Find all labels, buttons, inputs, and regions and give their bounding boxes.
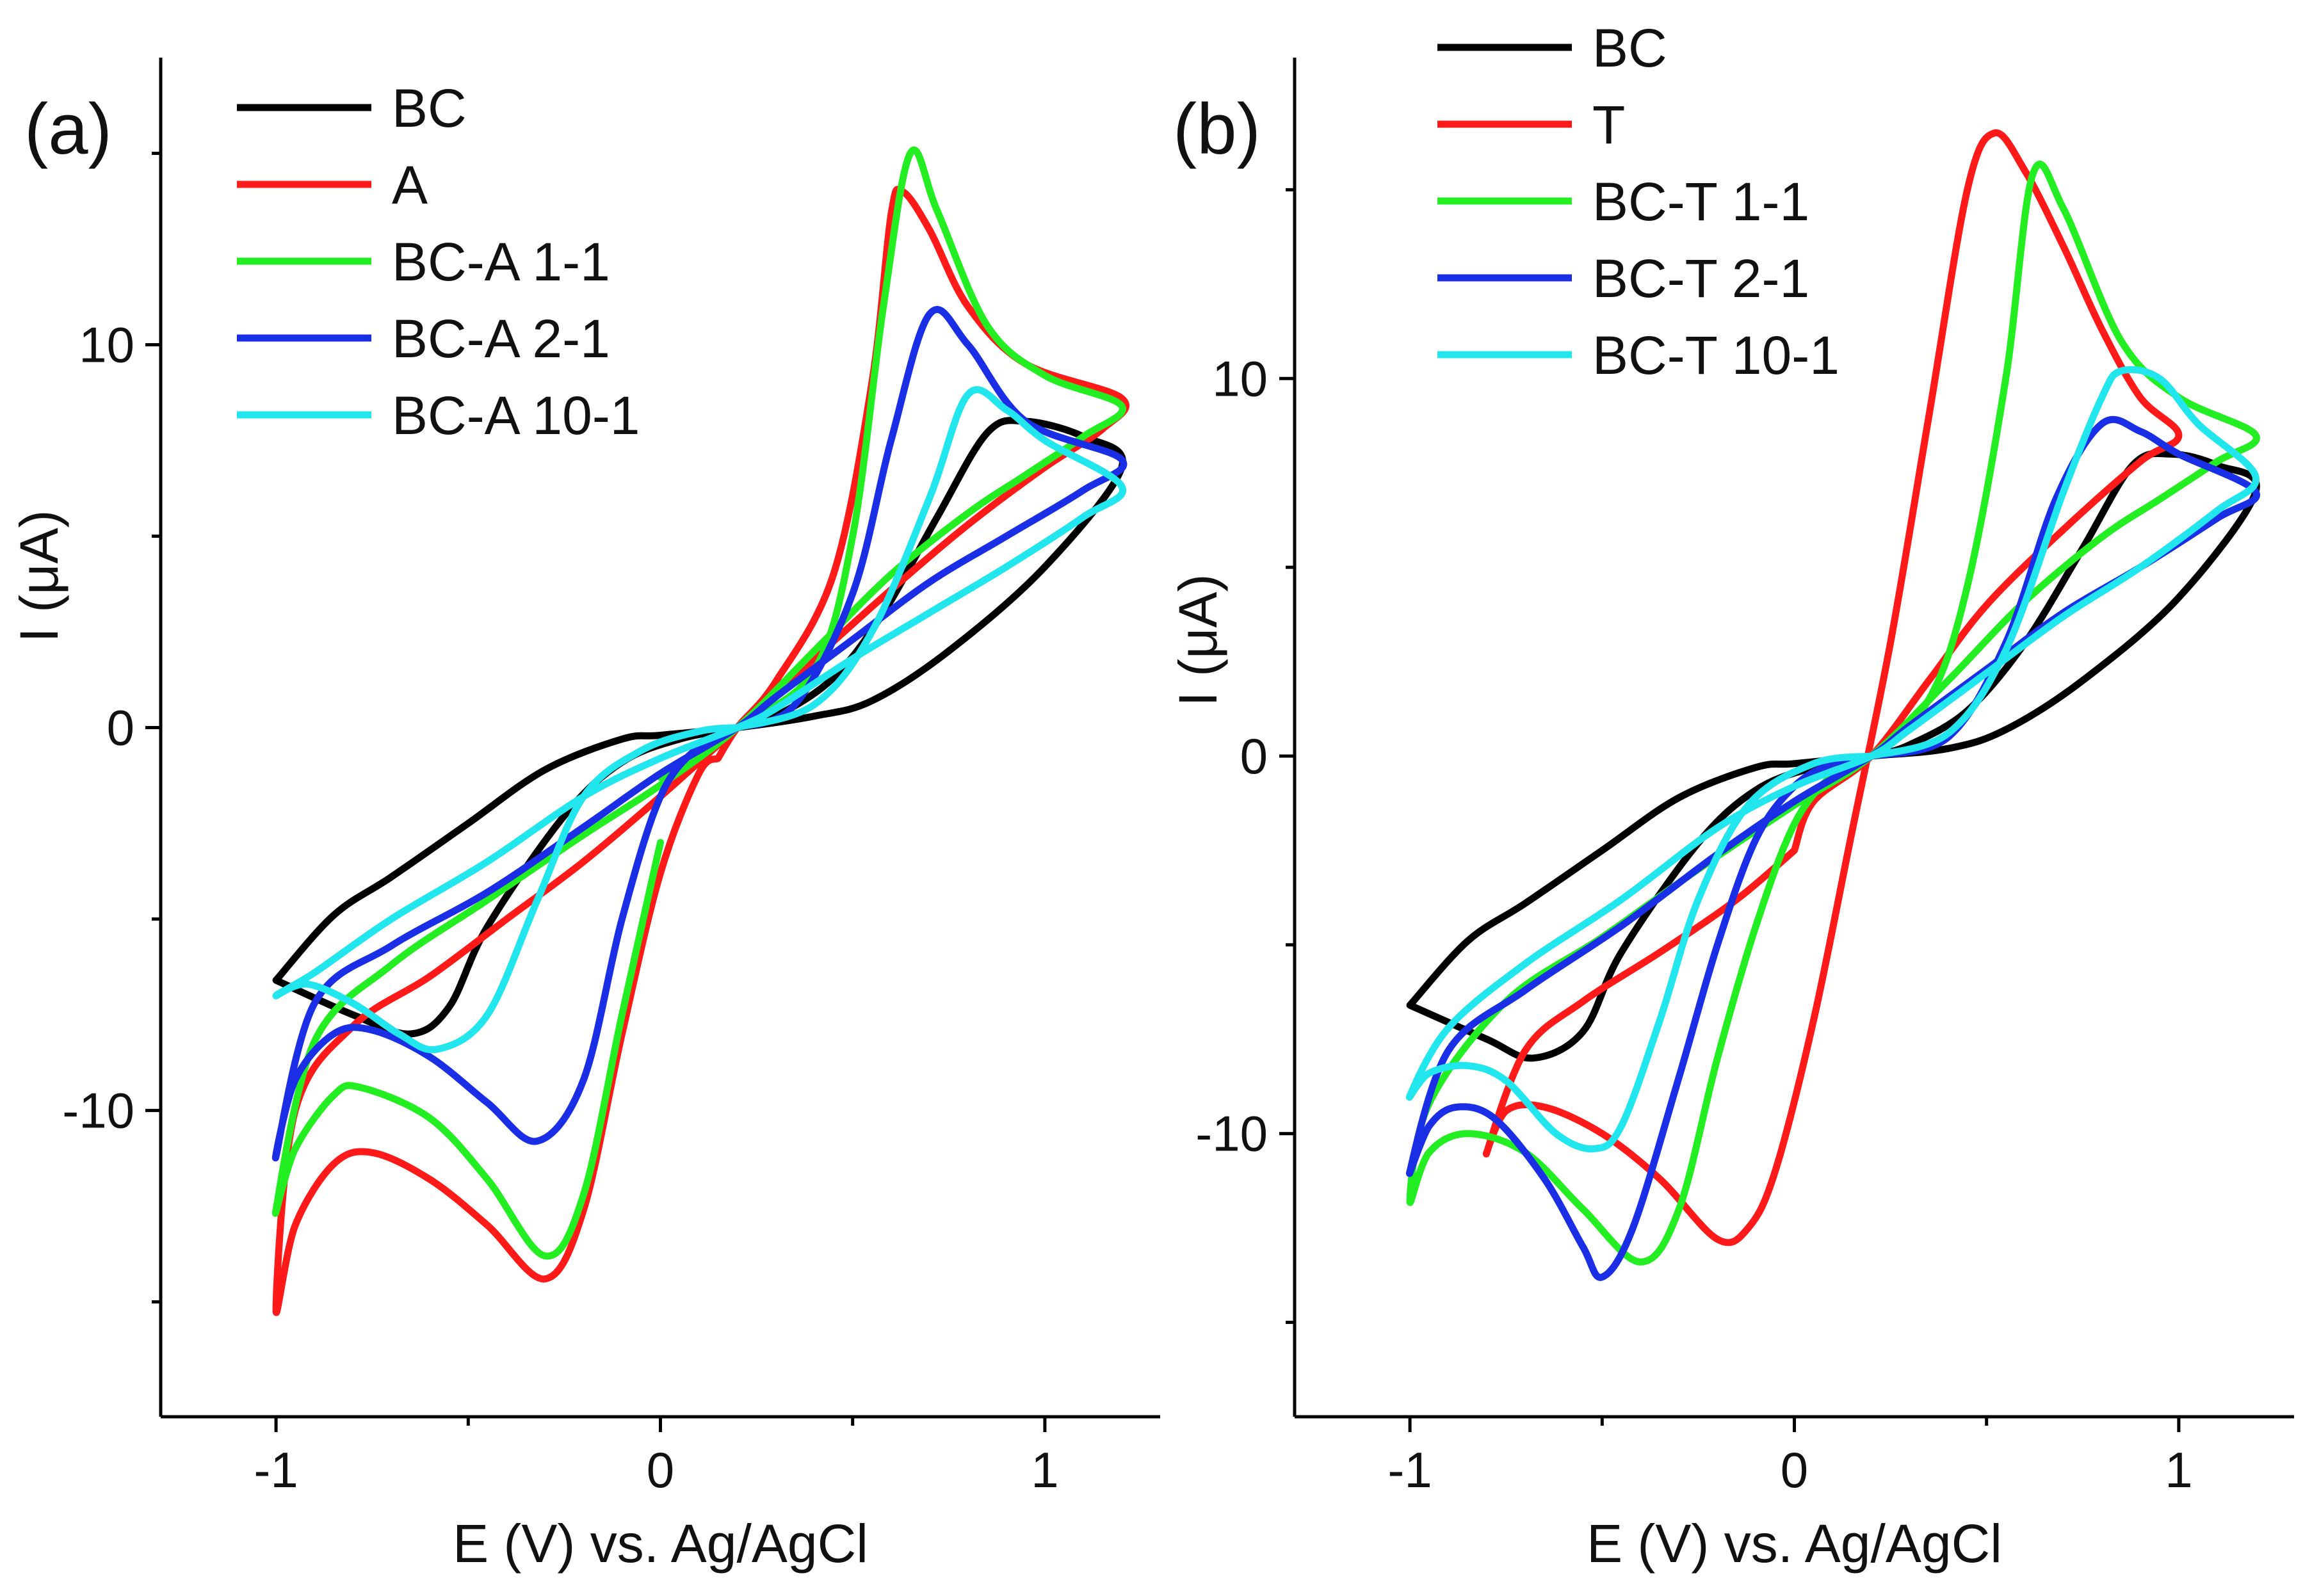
series-line-bc [272,417,1126,1038]
x-tick-label: 1 [1031,1442,1058,1498]
x-tick-label: 1 [2165,1442,2192,1498]
legend-label: BC-A 10-1 [392,385,640,446]
legend-label: A [392,155,428,215]
series-line-bc-a-2-1 [271,306,1128,1162]
series-line-bc-a-10-1 [272,386,1126,1054]
y-tick-label: -10 [62,1083,134,1139]
x-axis-title: E (V) vs. Ag/AgCl [453,1513,868,1574]
x-tick-label: -1 [254,1442,298,1498]
legend-label: BC-T 10-1 [1592,325,1839,385]
x-tick-label: -1 [1387,1442,1432,1498]
legend-label: BC [1592,18,1667,78]
y-tick-label: -10 [1195,1106,1268,1162]
legend-label: T [1592,95,1625,155]
y-axis-title: I (μA) [9,510,69,642]
y-axis-title: I (μA) [1168,574,1228,706]
legend-label: BC [392,78,467,138]
legend-label: BC-T 2-1 [1592,248,1809,309]
series-line-bc-t-10-1 [1405,366,2259,1153]
x-tick-label: 0 [647,1442,674,1498]
panel-label: (b) [1173,89,1261,169]
x-axis-title: E (V) vs. Ag/AgCl [1587,1513,2002,1574]
series-line-t [1482,129,2183,1246]
legend-label: BC-T 1-1 [1592,172,1809,232]
panel-label: (a) [24,89,112,169]
y-tick-label: 10 [79,317,134,373]
y-tick-label: 0 [1240,728,1268,784]
series-line-bc-t-2-1 [1405,415,2260,1281]
x-tick-label: 0 [1781,1442,1808,1498]
legend-label: BC-A 1-1 [392,232,610,292]
y-tick-label: 10 [1212,350,1268,407]
series-line-a [272,186,1129,1316]
y-tick-label: 0 [107,700,134,756]
legend-label: BC-A 2-1 [392,309,610,369]
